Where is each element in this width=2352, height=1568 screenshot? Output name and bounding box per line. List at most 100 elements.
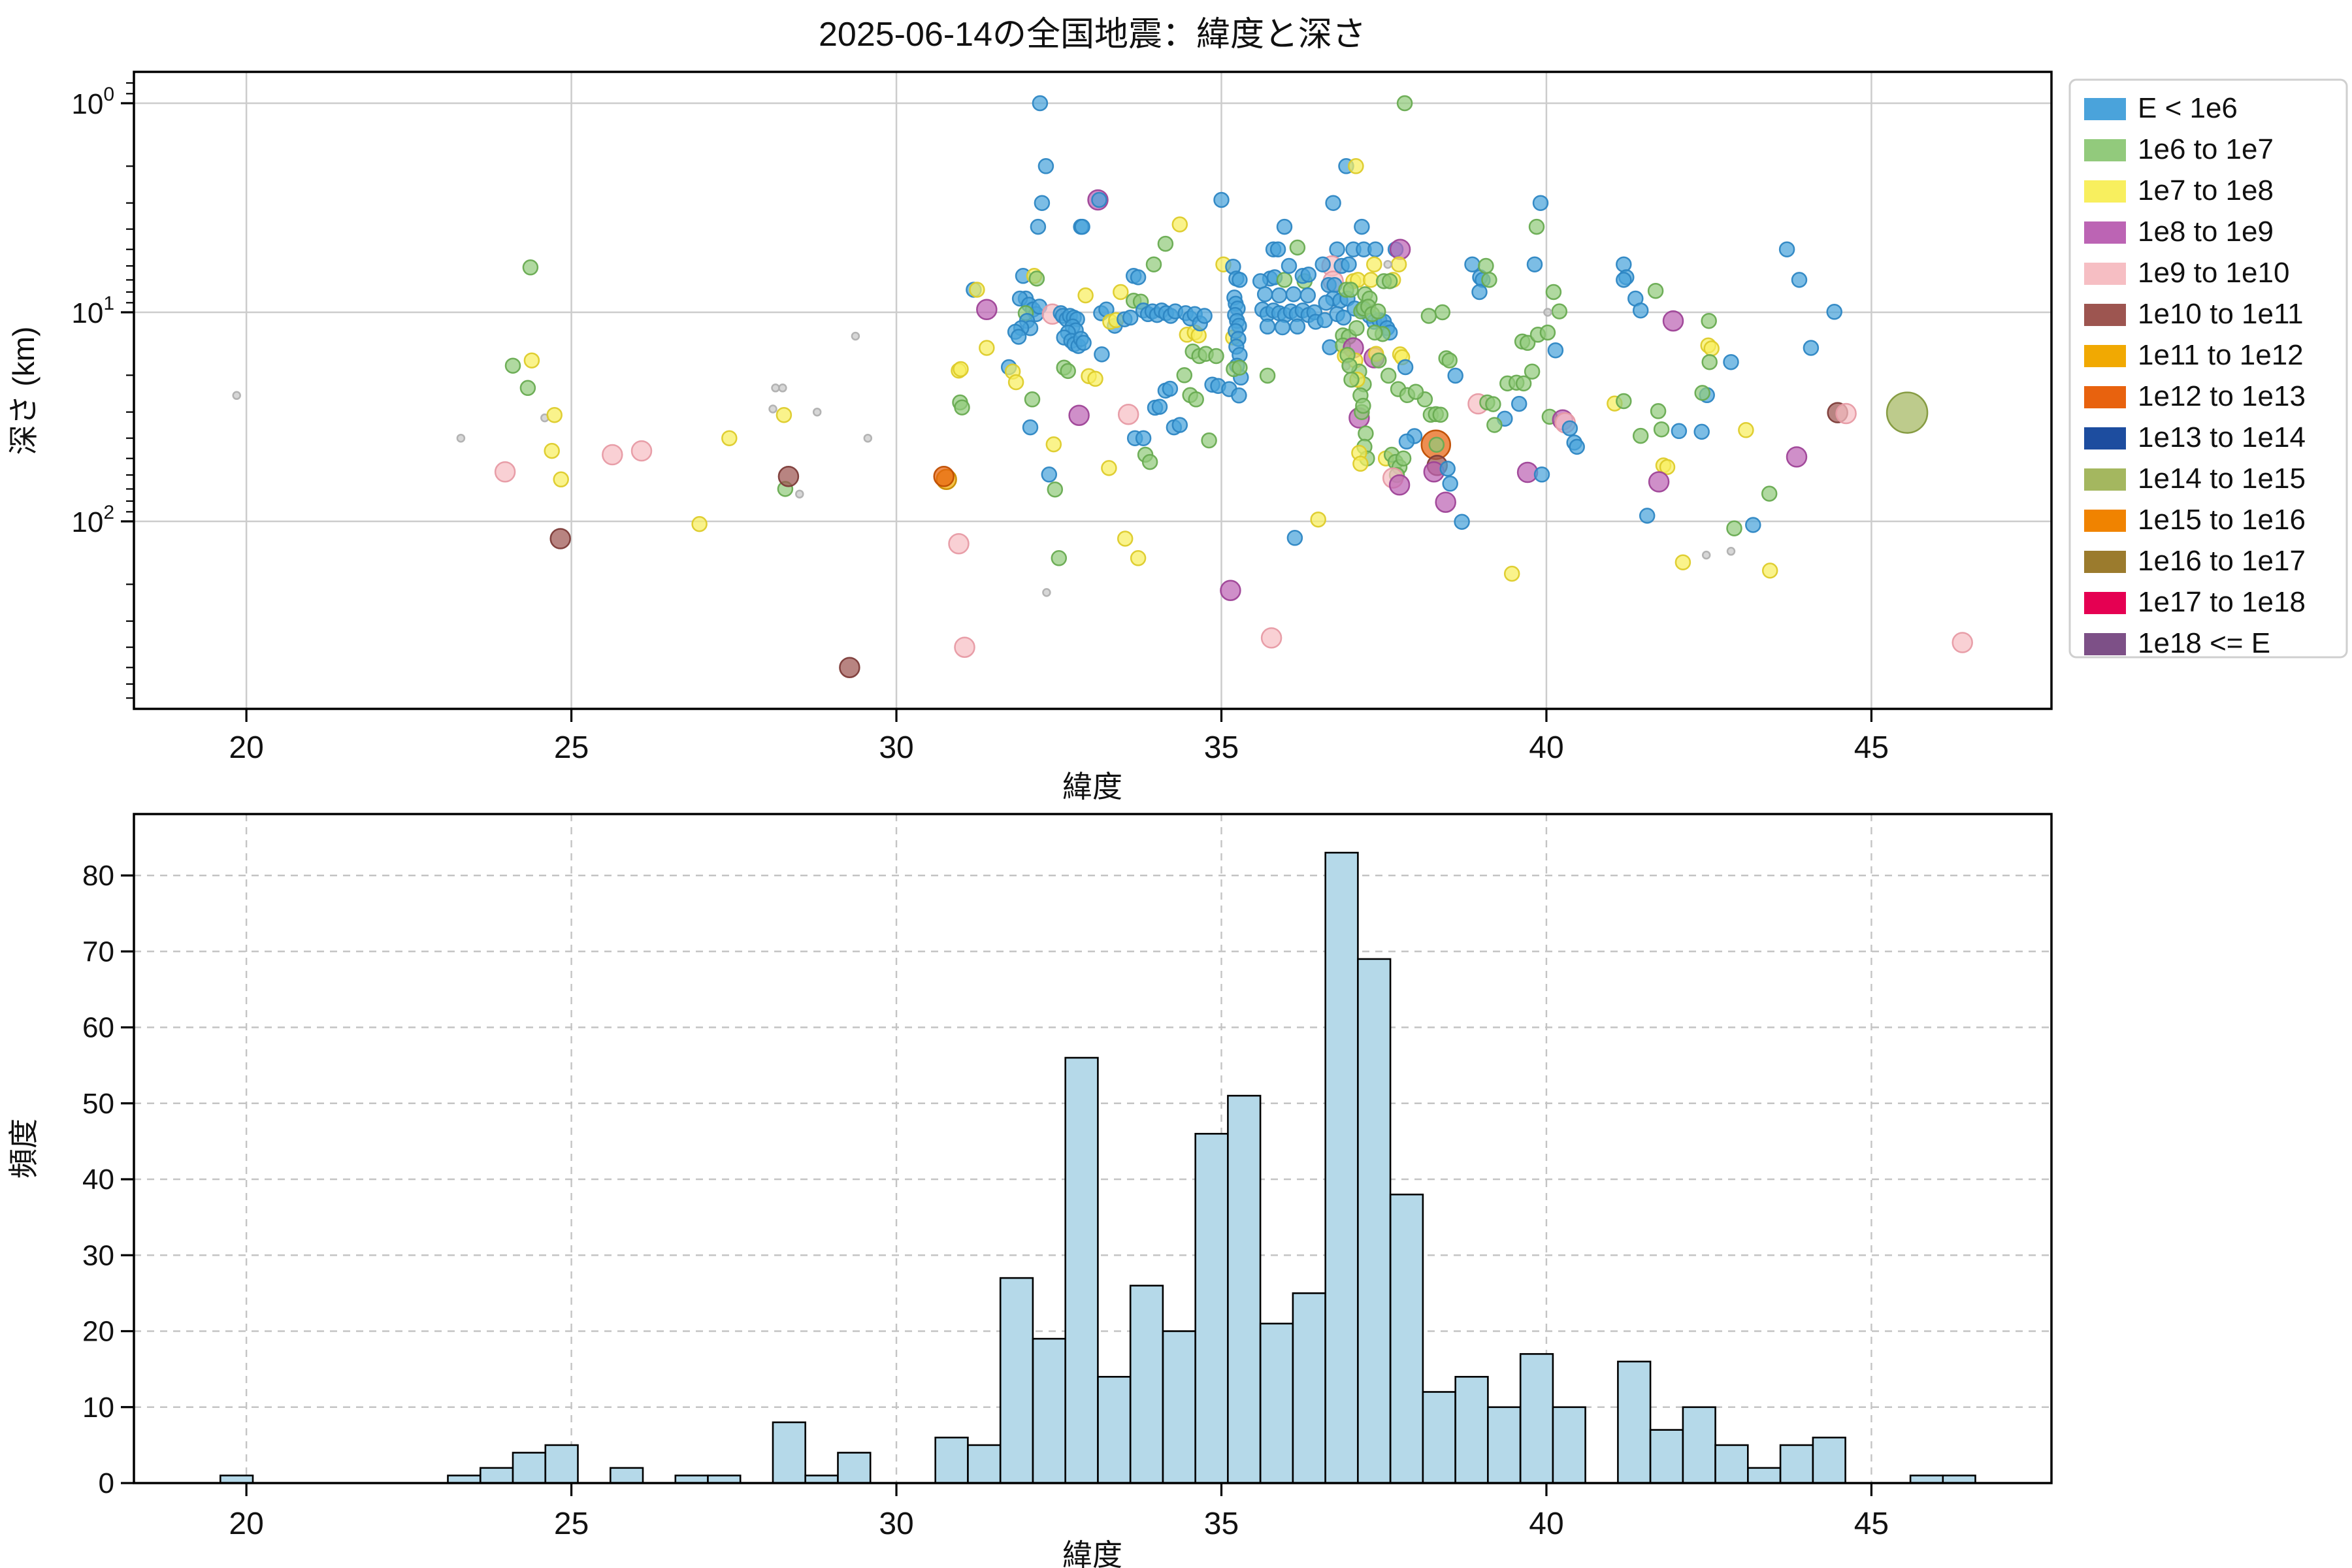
histogram-bar — [609, 1467, 644, 1484]
scatter-point — [721, 430, 738, 446]
legend-swatch-o — [2084, 386, 2126, 408]
histogram-bar — [837, 1452, 872, 1484]
scatter-point — [1075, 335, 1092, 351]
scatter-point — [1701, 353, 1718, 370]
scatter-point — [768, 404, 777, 414]
scatter-point — [979, 340, 995, 356]
scatter-point — [976, 299, 998, 321]
scatter-point — [1761, 563, 1778, 579]
scatter-point — [1478, 257, 1494, 274]
hist-y-tick-label: 50 — [82, 1088, 114, 1120]
scatter-point — [1826, 304, 1842, 320]
scatter-point — [1435, 491, 1456, 513]
scatter-point — [1367, 241, 1384, 257]
hist-x-tick-label: 25 — [554, 1507, 589, 1541]
histogram-bar — [1779, 1444, 1814, 1484]
scatter-point — [1659, 459, 1676, 476]
scatter-point — [1515, 375, 1532, 392]
scatter-point — [1524, 363, 1541, 380]
scatter-point — [1533, 466, 1550, 483]
scatter-point — [1354, 218, 1370, 235]
histogram-bar — [1259, 1322, 1294, 1484]
legend-swatch-a — [2084, 345, 2126, 367]
scatter-point — [1532, 195, 1549, 211]
scatter-point — [1539, 324, 1556, 341]
histogram-bar — [1227, 1094, 1262, 1484]
scatter-point — [1726, 547, 1736, 556]
histogram-bar — [1747, 1467, 1782, 1484]
hist-frame — [133, 813, 2053, 1484]
histogram-bar — [1032, 1337, 1067, 1484]
legend-label: 1e11 to 1e12 — [2138, 339, 2304, 371]
scatter-point — [1528, 218, 1545, 235]
histogram-bar — [1292, 1292, 1326, 1484]
scatter-point — [1441, 352, 1458, 368]
histogram-plot: 20 25 30 35 40 45 0 10 20 30 40 50 60 70 80 — [82, 813, 2053, 1541]
scatter-point — [1723, 353, 1739, 370]
scatter-point — [1447, 367, 1463, 384]
scatter-point — [1396, 95, 1413, 112]
scatter-point — [1130, 550, 1147, 566]
scatter-point — [1122, 309, 1139, 326]
scatter-y-tick-label: 102 — [71, 502, 114, 538]
scatter-point — [1094, 346, 1110, 363]
scatter-point — [1420, 308, 1437, 324]
scatter-point — [1030, 218, 1047, 235]
scatter-point — [546, 406, 563, 423]
scatter-point — [969, 282, 985, 298]
scatter-point — [1545, 284, 1562, 301]
legend-swatch-ol — [2084, 468, 2126, 491]
scatter-point — [1135, 430, 1152, 446]
scatter-point — [1348, 319, 1365, 336]
scatter-point — [1343, 371, 1360, 388]
scatter-point — [1232, 359, 1248, 376]
scatter-point — [1060, 363, 1076, 380]
scatter-point — [1208, 348, 1224, 365]
scatter-point — [456, 433, 466, 443]
scatter-point — [1647, 282, 1664, 299]
scatter-point — [1388, 474, 1411, 496]
legend-swatch-p — [2084, 263, 2126, 285]
scatter-point — [1616, 256, 1632, 272]
hist-x-tick-label: 45 — [1854, 1507, 1889, 1541]
scatter-ylabel: 深さ (km) — [7, 327, 41, 455]
scatter-point — [1196, 308, 1213, 324]
scatter-point — [1503, 565, 1520, 582]
scatter-point — [1042, 588, 1051, 597]
scatter-point — [1671, 423, 1688, 440]
scatter-point — [1045, 436, 1062, 453]
scatter-x-tick-label: 45 — [1854, 730, 1889, 765]
scatter-point — [1390, 256, 1407, 272]
scatter-point — [1778, 241, 1795, 257]
scatter-point — [1363, 272, 1379, 288]
legend-swatch-nv — [2084, 427, 2126, 449]
scatter-point — [1269, 241, 1286, 257]
scatter-x-tick-label: 20 — [229, 730, 263, 765]
legend-swatch-g — [2084, 139, 2126, 161]
scatter-x-tick-label: 30 — [879, 730, 913, 765]
scatter-point — [1034, 195, 1051, 211]
scatter-point — [1526, 256, 1543, 272]
histogram-bar — [999, 1277, 1034, 1484]
scatter-point — [602, 444, 623, 466]
histogram-bar — [1649, 1429, 1684, 1484]
scatter-point — [504, 357, 521, 374]
scatter-point — [1024, 391, 1041, 408]
legend-label: 1e7 to 1e8 — [2138, 174, 2274, 206]
scatter-point — [1281, 257, 1298, 274]
scatter-point — [1310, 511, 1326, 528]
scatter-point — [1151, 399, 1168, 415]
scatter-point — [1380, 367, 1397, 384]
scatter-point — [1366, 256, 1382, 272]
histogram-bar — [1454, 1376, 1489, 1484]
hist-y-tick-label: 0 — [99, 1467, 114, 1499]
scatter-point — [1786, 446, 1808, 468]
scatter-point — [1232, 272, 1248, 288]
scatter-point — [1051, 550, 1068, 566]
scatter-point — [1397, 359, 1414, 376]
scatter-point — [1318, 295, 1334, 311]
scatter-point — [519, 380, 536, 397]
scatter-point — [1835, 402, 1857, 425]
histogram-bar — [544, 1444, 579, 1484]
